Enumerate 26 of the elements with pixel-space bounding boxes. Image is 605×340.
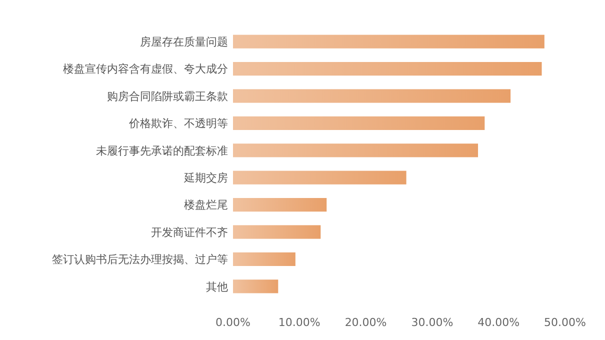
bar <box>233 170 406 184</box>
y-tick-label: 楼盘宣传内容含有虚假、夸大成分 <box>63 62 228 76</box>
bar <box>233 225 321 239</box>
bar <box>233 89 511 103</box>
bar <box>233 62 542 76</box>
x-tick-label: 40.00% <box>478 316 520 329</box>
bar <box>233 252 296 266</box>
bar <box>233 280 278 294</box>
y-tick-label: 签订认购书后无法办理按揭、过户等 <box>52 253 228 266</box>
y-tick-label: 价格欺诈、不透明等 <box>128 117 228 130</box>
y-tick-label: 其他 <box>206 280 228 294</box>
y-tick-label: 延期交房 <box>183 171 228 184</box>
bar <box>233 116 485 130</box>
x-tick-label: 10.00% <box>278 316 320 329</box>
x-tick-label: 0.00% <box>216 316 250 329</box>
x-tick-label: 30.00% <box>411 316 454 329</box>
x-tick-label: 20.00% <box>344 316 387 329</box>
bar <box>233 34 544 48</box>
bar <box>233 144 478 158</box>
y-tick-label: 房屋存在质量问题 <box>140 35 228 48</box>
y-tick-label: 开发商证件不齐 <box>151 226 228 239</box>
bar <box>233 198 327 212</box>
y-tick-label: 购房合同陷阱或霸王条款 <box>107 90 228 103</box>
y-tick-label: 楼盘烂尾 <box>184 198 228 212</box>
y-tick-label: 未履行事先承诺的配套标准 <box>96 144 228 158</box>
x-tick-label: 50.00% <box>544 316 586 329</box>
